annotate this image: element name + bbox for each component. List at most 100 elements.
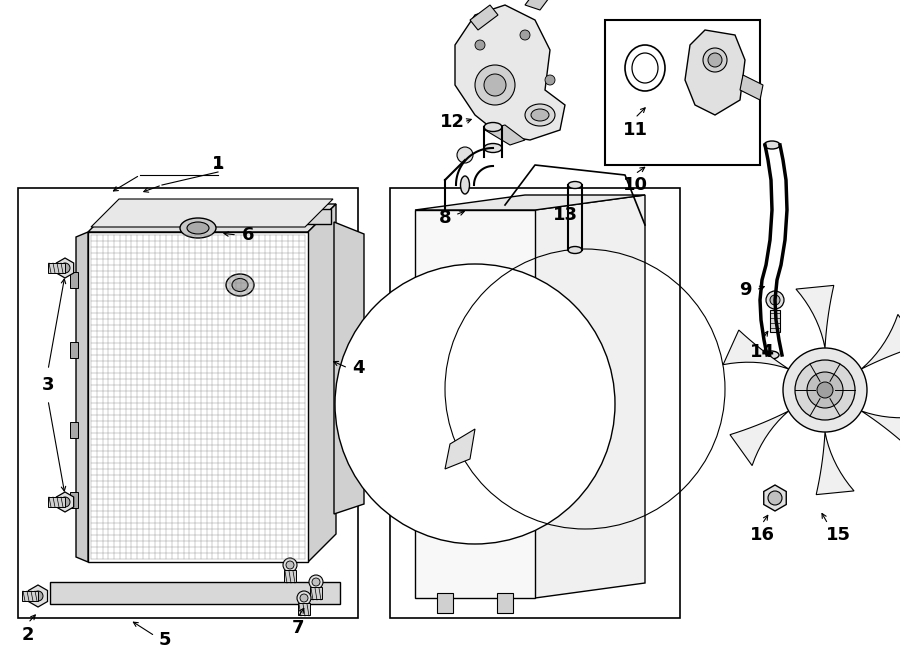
Circle shape bbox=[33, 591, 43, 601]
Circle shape bbox=[475, 40, 485, 50]
Circle shape bbox=[708, 53, 722, 67]
Circle shape bbox=[766, 291, 784, 309]
Text: 15: 15 bbox=[825, 526, 850, 544]
Circle shape bbox=[484, 74, 506, 96]
Bar bbox=[437, 593, 453, 613]
Bar bbox=[770, 310, 780, 332]
Polygon shape bbox=[76, 232, 88, 562]
Polygon shape bbox=[525, 0, 555, 10]
Text: 2: 2 bbox=[22, 626, 34, 644]
Text: 4: 4 bbox=[352, 359, 365, 377]
Circle shape bbox=[300, 594, 308, 602]
Polygon shape bbox=[861, 315, 900, 369]
Polygon shape bbox=[91, 199, 333, 227]
Bar bbox=[339, 346, 351, 360]
Text: 8: 8 bbox=[438, 209, 451, 227]
Circle shape bbox=[286, 561, 294, 569]
Ellipse shape bbox=[180, 218, 216, 238]
Bar bbox=[605, 20, 760, 165]
Circle shape bbox=[349, 352, 365, 368]
Text: 10: 10 bbox=[623, 176, 647, 194]
Circle shape bbox=[309, 575, 323, 589]
Polygon shape bbox=[57, 258, 74, 278]
Text: 6: 6 bbox=[242, 226, 254, 244]
Circle shape bbox=[817, 382, 833, 398]
Bar bbox=[50, 582, 340, 604]
Bar bbox=[497, 593, 513, 613]
Bar bbox=[390, 188, 680, 618]
Polygon shape bbox=[861, 411, 900, 450]
Ellipse shape bbox=[625, 45, 665, 91]
Ellipse shape bbox=[763, 351, 779, 359]
Circle shape bbox=[768, 491, 782, 505]
Text: 7: 7 bbox=[292, 619, 304, 637]
Bar bbox=[48, 263, 65, 273]
Polygon shape bbox=[415, 195, 645, 210]
Polygon shape bbox=[740, 75, 763, 100]
Text: 13: 13 bbox=[553, 206, 578, 224]
Polygon shape bbox=[470, 5, 498, 30]
Bar bbox=[284, 570, 296, 582]
Text: 3: 3 bbox=[41, 376, 54, 394]
Circle shape bbox=[312, 578, 320, 586]
Bar bbox=[70, 272, 78, 288]
Text: 14: 14 bbox=[750, 343, 775, 361]
Circle shape bbox=[60, 497, 70, 507]
Text: 1: 1 bbox=[212, 155, 224, 173]
Bar bbox=[351, 366, 363, 380]
Circle shape bbox=[353, 356, 361, 364]
Bar bbox=[48, 497, 65, 507]
Bar bbox=[70, 492, 78, 508]
Ellipse shape bbox=[484, 122, 502, 132]
Circle shape bbox=[807, 372, 843, 408]
Ellipse shape bbox=[484, 143, 502, 153]
Bar bbox=[310, 587, 322, 599]
Polygon shape bbox=[723, 330, 788, 369]
Circle shape bbox=[475, 65, 515, 105]
Text: 12: 12 bbox=[439, 113, 464, 131]
Circle shape bbox=[770, 295, 780, 305]
Ellipse shape bbox=[232, 278, 248, 292]
Circle shape bbox=[545, 75, 555, 85]
Circle shape bbox=[335, 264, 615, 544]
Circle shape bbox=[703, 48, 727, 72]
Polygon shape bbox=[816, 432, 854, 494]
Polygon shape bbox=[796, 286, 833, 348]
Bar bbox=[415, 210, 535, 598]
Circle shape bbox=[283, 558, 297, 572]
Text: 5: 5 bbox=[158, 631, 171, 649]
Polygon shape bbox=[445, 429, 475, 469]
Text: 9: 9 bbox=[739, 281, 752, 299]
Ellipse shape bbox=[525, 104, 555, 126]
Ellipse shape bbox=[568, 247, 582, 254]
Circle shape bbox=[297, 591, 311, 605]
Polygon shape bbox=[308, 204, 336, 562]
Ellipse shape bbox=[461, 176, 470, 194]
Circle shape bbox=[457, 147, 473, 163]
Polygon shape bbox=[730, 411, 788, 465]
Polygon shape bbox=[57, 492, 74, 512]
Polygon shape bbox=[535, 195, 645, 598]
Ellipse shape bbox=[531, 109, 549, 121]
Bar bbox=[18, 188, 358, 618]
Polygon shape bbox=[334, 222, 364, 514]
Circle shape bbox=[60, 263, 70, 273]
Bar bbox=[298, 603, 310, 615]
Ellipse shape bbox=[568, 182, 582, 188]
Circle shape bbox=[337, 332, 353, 348]
Polygon shape bbox=[29, 585, 48, 607]
Circle shape bbox=[341, 336, 349, 344]
Polygon shape bbox=[485, 125, 525, 145]
Ellipse shape bbox=[632, 53, 658, 83]
Polygon shape bbox=[764, 485, 787, 511]
Polygon shape bbox=[126, 209, 331, 224]
Bar bbox=[88, 232, 308, 562]
Circle shape bbox=[795, 360, 855, 420]
Polygon shape bbox=[685, 30, 745, 115]
Polygon shape bbox=[88, 204, 336, 232]
Ellipse shape bbox=[226, 274, 254, 296]
Bar bbox=[70, 422, 78, 438]
Ellipse shape bbox=[764, 141, 780, 149]
Circle shape bbox=[520, 30, 530, 40]
Text: 1: 1 bbox=[212, 157, 223, 171]
